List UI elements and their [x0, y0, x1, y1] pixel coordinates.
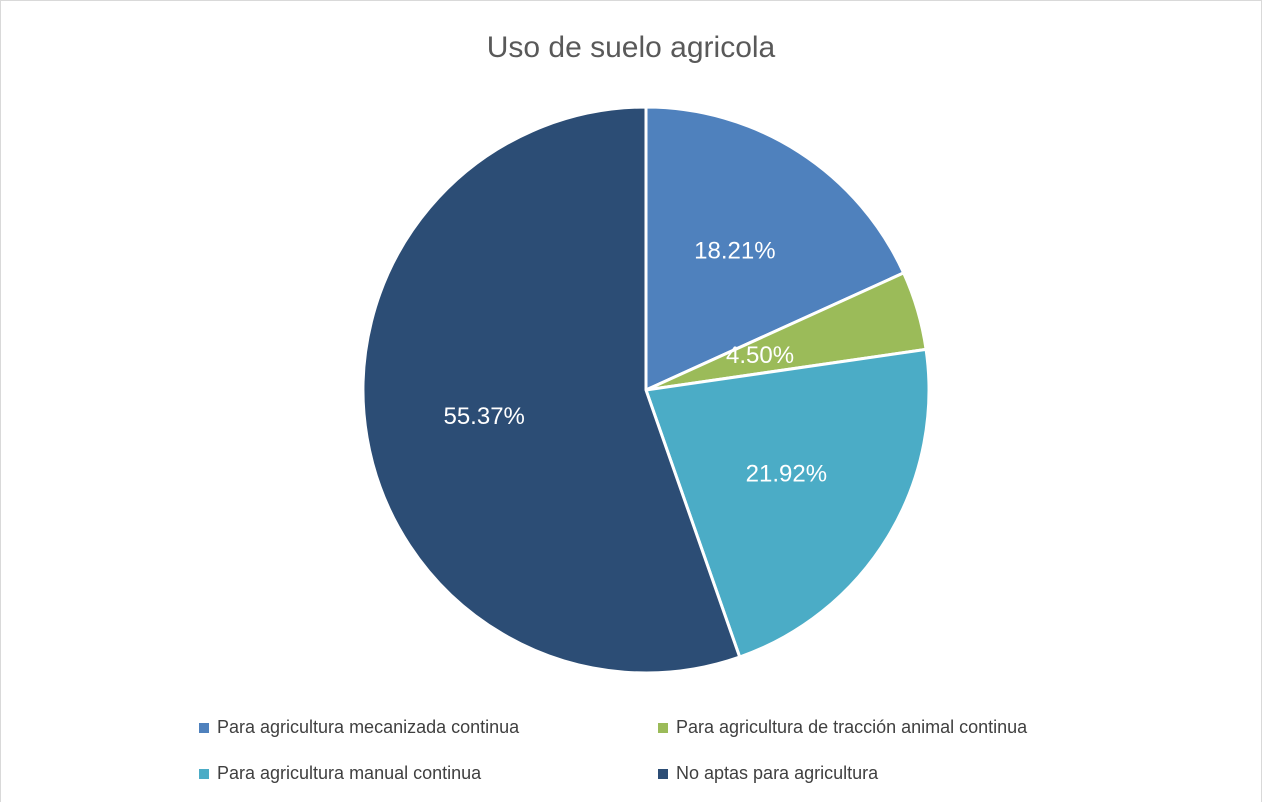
legend-swatch-mecanizada: [199, 722, 209, 733]
legend-item-manual: Para agricultura manual continua: [199, 763, 481, 784]
legend-swatch-traccion-animal: [658, 722, 668, 733]
legend-item-traccion-animal: Para agricultura de tracción animal cont…: [658, 717, 1027, 738]
pie-chart: 18.21% 4.50% 21.92% 55.37%: [361, 105, 931, 675]
legend-label-manual: Para agricultura manual continua: [217, 763, 482, 783]
legend-swatch-no-aptas: [658, 768, 668, 779]
pie-slice-mecanizada: [644, 105, 906, 392]
legend-label-no-aptas: No aptas para agricultura: [676, 763, 879, 783]
legend-swatch-manual: [199, 768, 209, 779]
pie-slice-no-aptas: [361, 105, 742, 675]
data-label-manual: 21.92%: [746, 460, 827, 487]
legend-item-no-aptas: No aptas para agricultura: [658, 763, 878, 784]
data-label-no-aptas: 55.37%: [443, 403, 524, 430]
legend-label-mecanizada: Para agricultura mecanizada continua: [217, 717, 520, 737]
legend-item-mecanizada: Para agricultura mecanizada continua: [199, 717, 519, 738]
pie-slice-manual: [644, 347, 931, 659]
legend-label-traccion-animal: Para agricultura de tracción animal cont…: [676, 717, 1028, 737]
chart-title: Uso de suelo agricola: [486, 31, 776, 64]
legend: Para agricultura mecanizada continua Par…: [1, 701, 1261, 801]
data-label-traccion-animal: 4.50%: [726, 342, 794, 369]
data-label-mecanizada: 18.21%: [694, 237, 775, 264]
